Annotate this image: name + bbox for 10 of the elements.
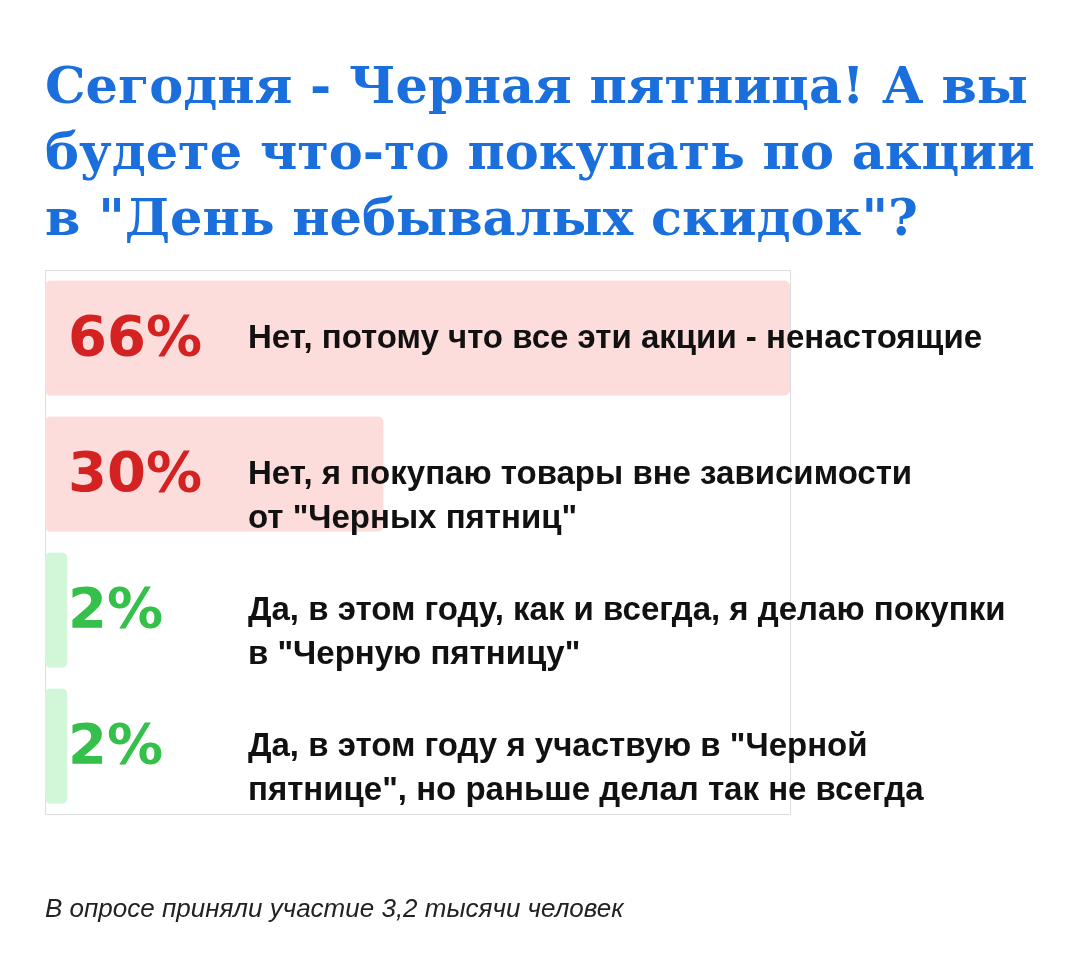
y-tick-label: Да, в этом году, как и всегда, я делаю покупки в "Черную пятницу"	[248, 590, 1006, 671]
data-label: 2%	[68, 575, 164, 640]
data-label: 30%	[68, 439, 203, 504]
data-label: 2%	[68, 711, 164, 776]
y-tick-label: Нет, потому что все эти акции - ненастоящие	[248, 318, 983, 355]
data-label: 66%	[68, 303, 203, 368]
chart-title: Сегодня - Черная пятница! А вы будете что-то покупать по акции в "День небывалых скидок"?	[45, 55, 1035, 247]
text: В опросе приняли участие 3,2 тысячи человек	[45, 893, 626, 923]
y-tick-label: Нет, я покупаю товары вне зависимости от "Черных пятниц"	[248, 454, 913, 535]
y-tick-label: Да, в этом году я участвую в "Черной пятнице", но раньше делал так не всегда	[248, 726, 925, 807]
